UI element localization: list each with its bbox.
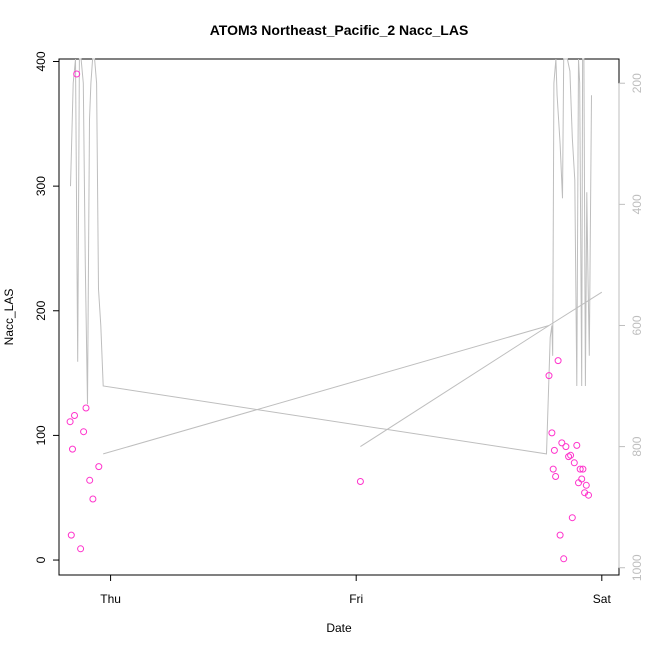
data-point (562, 443, 570, 451)
data-point (576, 465, 584, 473)
data-point (560, 555, 568, 563)
data-point (545, 372, 553, 380)
data-point (573, 441, 581, 449)
y-tick-label: 200 (34, 300, 48, 320)
data-point (67, 531, 75, 539)
data-point (73, 70, 81, 78)
y-tick-label: 400 (34, 51, 48, 71)
data-point (89, 495, 97, 503)
data-point (565, 453, 573, 461)
flight-track-line (103, 325, 550, 455)
y-axis-label: Nacc_LAS (2, 289, 16, 346)
y-tick-label: 300 (34, 176, 48, 196)
data-point (77, 545, 85, 553)
y2-tick-label: 600 (630, 315, 644, 335)
x-tick-label: Fri (349, 592, 363, 606)
y-axis-left: 0 100 200 300 400 (34, 51, 59, 563)
data-point (356, 478, 364, 485)
data-point (66, 418, 74, 426)
chart-title: ATOM3 Northeast_Pacific_2 Nacc_LAS (210, 22, 469, 38)
data-point (71, 412, 78, 419)
flight-track-lines (70, 58, 603, 455)
data-point (556, 531, 564, 539)
y2-tick-label: 800 (630, 436, 644, 456)
y2-tick-label: 400 (630, 194, 644, 214)
y2-tick-label: 200 (630, 73, 644, 93)
data-point (69, 445, 76, 453)
flight-track-line (70, 58, 592, 455)
plot-frame (58, 58, 620, 576)
data-point (549, 465, 557, 473)
flight-track-line (548, 291, 603, 326)
data-point (585, 491, 592, 499)
data-point (95, 463, 103, 471)
flight-track-line (360, 325, 550, 448)
data-point (582, 481, 590, 489)
data-point (82, 404, 90, 412)
y-axis-right: 200 400 600 800 1000 (618, 73, 644, 581)
data-point (548, 429, 556, 437)
data-points (66, 70, 592, 563)
data-point (558, 439, 566, 447)
data-point (567, 451, 575, 459)
x-axis-label: Date (326, 621, 352, 635)
y-tick-label: 0 (34, 556, 48, 563)
data-point (578, 475, 586, 483)
data-point (575, 479, 582, 487)
x-axis: Thu Fri Sat (100, 575, 611, 606)
data-point (579, 465, 587, 473)
data-point (86, 476, 94, 484)
y2-tick-label: 1000 (630, 554, 644, 581)
data-point (568, 514, 576, 522)
data-point (554, 357, 562, 365)
data-point (550, 446, 558, 454)
data-point (552, 473, 560, 480)
data-point (570, 459, 578, 467)
x-tick-label: Sat (593, 592, 612, 606)
x-tick-label: Thu (100, 592, 121, 606)
data-point (80, 428, 88, 436)
y-tick-label: 100 (34, 425, 48, 445)
